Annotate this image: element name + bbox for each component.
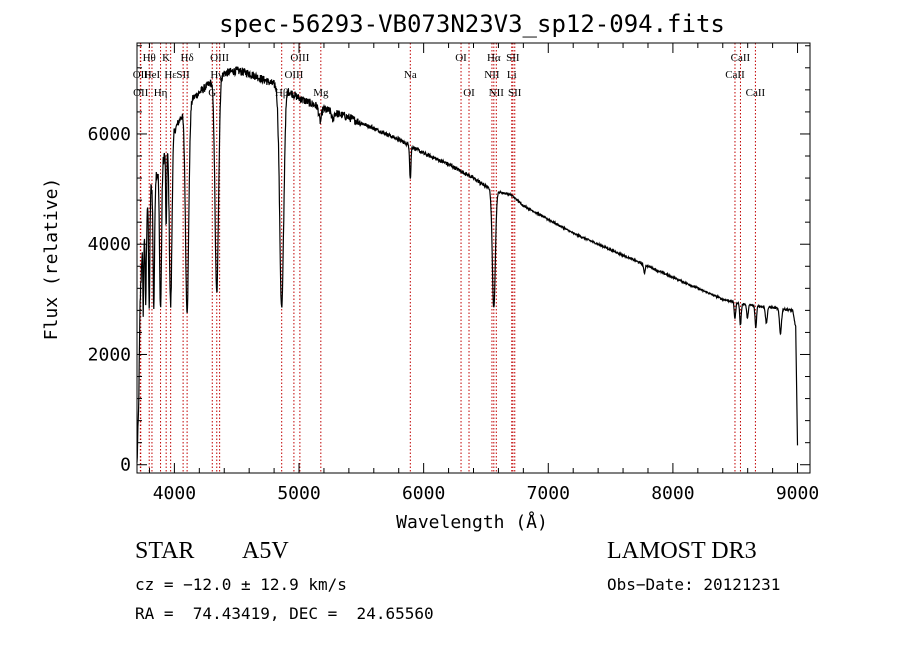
marker-label: Hε bbox=[164, 69, 177, 81]
survey-label: LAMOST DR3 bbox=[607, 538, 757, 564]
plot-axes bbox=[136, 42, 811, 474]
plot-frame bbox=[136, 42, 811, 474]
marker-label: OI bbox=[463, 87, 475, 99]
coordinates-label: RA = 74.43419, DEC = 24.65560 bbox=[135, 604, 434, 623]
line-markers bbox=[139, 43, 756, 473]
marker-label: Na bbox=[404, 69, 417, 81]
chart-title: spec-56293-VB073N23V3_sp12-094.fits bbox=[219, 10, 725, 38]
marker-label: Hα bbox=[487, 52, 501, 64]
marker-label: Hδ bbox=[181, 52, 194, 64]
marker-label: OIII bbox=[210, 52, 229, 64]
marker-label: CaII bbox=[731, 52, 751, 64]
y-tick-label: 2000 bbox=[88, 344, 131, 365]
marker-label: OI bbox=[455, 52, 467, 64]
marker-label: SII bbox=[508, 87, 522, 99]
marker-label: Mg bbox=[313, 87, 329, 99]
marker-label: Hη bbox=[154, 87, 168, 99]
marker-label: CaII bbox=[725, 69, 745, 81]
redshift-label: cz = −12.0 ± 12.9 km/s bbox=[135, 575, 347, 594]
marker-label: OII bbox=[133, 87, 149, 99]
marker-label: Li bbox=[507, 69, 517, 81]
x-tick-label: 9000 bbox=[776, 483, 819, 504]
marker-label: SII bbox=[506, 52, 520, 64]
marker-label: NII bbox=[489, 87, 505, 99]
marker-label: HeI bbox=[144, 69, 161, 81]
line-marker-labels: OIIOIIHθHeIHηKHεHδSIIGHγOIIIHβOIIIOIIIMg… bbox=[133, 52, 766, 99]
y-tick-label: 6000 bbox=[88, 124, 131, 145]
spectrum-line bbox=[136, 66, 799, 463]
marker-label: CaII bbox=[746, 87, 766, 99]
marker-label: OIII bbox=[284, 69, 303, 81]
x-tick-label: 6000 bbox=[402, 483, 445, 504]
x-axis-ticks: 4000 5000 6000 7000 8000 9000 bbox=[148, 43, 819, 504]
y-tick-label: 4000 bbox=[88, 234, 131, 255]
marker-label: Hβ bbox=[275, 87, 289, 99]
marker-label: NII bbox=[484, 69, 500, 81]
x-tick-label: 7000 bbox=[527, 483, 570, 504]
y-axis-label: Flux (relative) bbox=[41, 178, 62, 341]
spectral-type-label: A5V bbox=[242, 538, 289, 564]
marker-label: SII bbox=[176, 69, 190, 81]
spectrum-series bbox=[136, 66, 799, 463]
marker-label: OIII bbox=[290, 52, 309, 64]
obs-date-label: Obs−Date: 20121231 bbox=[607, 575, 781, 594]
marker-label: Hγ bbox=[210, 69, 223, 81]
x-tick-label: 8000 bbox=[651, 483, 694, 504]
y-tick-label: 0 bbox=[120, 455, 131, 476]
y-axis-ticks: 0 2000 4000 6000 bbox=[88, 45, 810, 476]
object-class-label: STAR bbox=[135, 538, 195, 564]
marker-label: K bbox=[162, 52, 170, 64]
spectrum-chart: spec-56293-VB073N23V3_sp12-094.fits OII O… bbox=[41, 10, 819, 532]
marker-label: Hθ bbox=[143, 52, 156, 64]
x-axis-label: Wavelength (Å) bbox=[396, 511, 548, 532]
x-tick-label: 4000 bbox=[153, 483, 196, 504]
x-tick-label: 5000 bbox=[277, 483, 320, 504]
